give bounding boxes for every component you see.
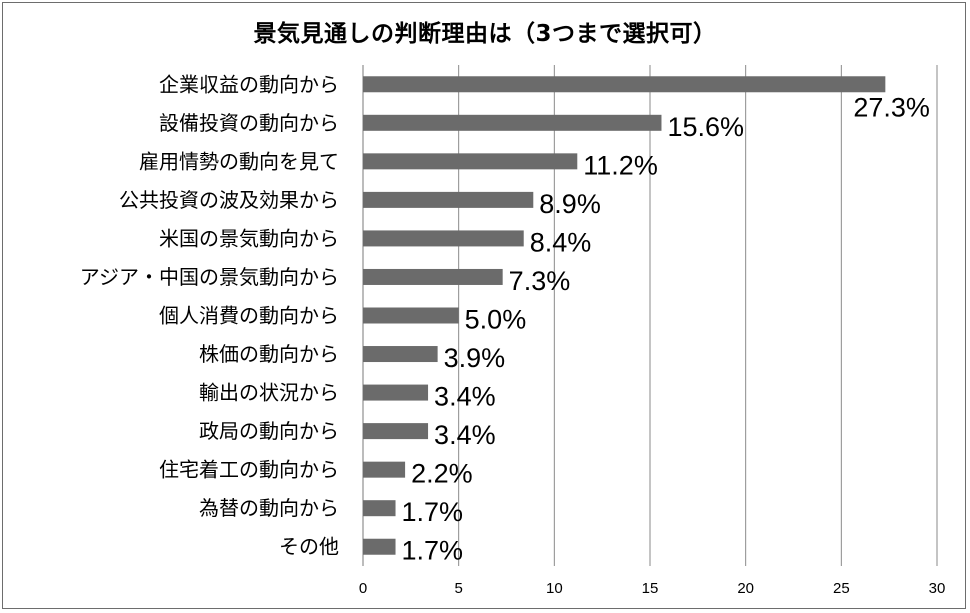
x-tick-label: 20 <box>737 580 754 597</box>
category-label: 個人消費の動向から <box>159 304 339 328</box>
data-label: 8.4% <box>530 227 592 257</box>
bar <box>363 384 429 401</box>
data-label: 2.2% <box>411 459 473 489</box>
bar <box>363 76 886 93</box>
x-tick-label: 5 <box>454 580 462 597</box>
data-label: 3.9% <box>444 343 506 373</box>
data-label: 3.4% <box>434 382 496 412</box>
bar <box>363 461 406 478</box>
category-label: 雇用情勢の動向を見て <box>139 149 339 173</box>
x-tick-label: 15 <box>642 580 659 597</box>
data-label: 8.9% <box>539 189 601 219</box>
data-label: 3.4% <box>434 420 496 450</box>
category-label: 政局の動向から <box>199 419 339 443</box>
bar <box>363 538 396 555</box>
category-label: 企業収益の動向から <box>159 72 339 96</box>
bar <box>363 500 396 517</box>
x-tick-label: 30 <box>929 580 946 597</box>
data-label: 11.2% <box>583 150 658 180</box>
data-label: 1.7% <box>402 497 464 527</box>
x-tick-label: 0 <box>359 580 367 597</box>
chart-title: 景気見通しの判断理由は（3つまで選択可） <box>253 21 717 47</box>
category-label: 為替の動向から <box>199 496 339 520</box>
bar <box>363 268 503 285</box>
x-tick-label: 10 <box>546 580 563 597</box>
category-label: アジア・中国の景気動向から <box>80 265 339 289</box>
bar <box>363 191 534 208</box>
data-label: 7.3% <box>509 266 571 296</box>
x-tick-label: 25 <box>833 580 850 597</box>
bar <box>363 307 459 324</box>
category-label: 公共投資の波及効果から <box>119 188 339 212</box>
bar <box>363 114 662 131</box>
category-label: 住宅着工の動向から <box>159 458 339 482</box>
bar <box>363 346 438 363</box>
data-label: 15.6% <box>667 112 744 142</box>
category-label: 米国の景気動向から <box>159 226 339 250</box>
bar <box>363 153 578 170</box>
data-label: 5.0% <box>465 305 527 335</box>
data-label: 1.7% <box>402 536 464 566</box>
bar <box>363 423 429 440</box>
data-label: 27.3% <box>853 92 930 122</box>
category-label: 株価の動向から <box>199 342 339 366</box>
category-label: その他 <box>279 535 339 559</box>
category-label: 設備投資の動向から <box>159 111 339 135</box>
category-label: 輸出の状況から <box>199 381 339 405</box>
bar <box>363 230 524 247</box>
